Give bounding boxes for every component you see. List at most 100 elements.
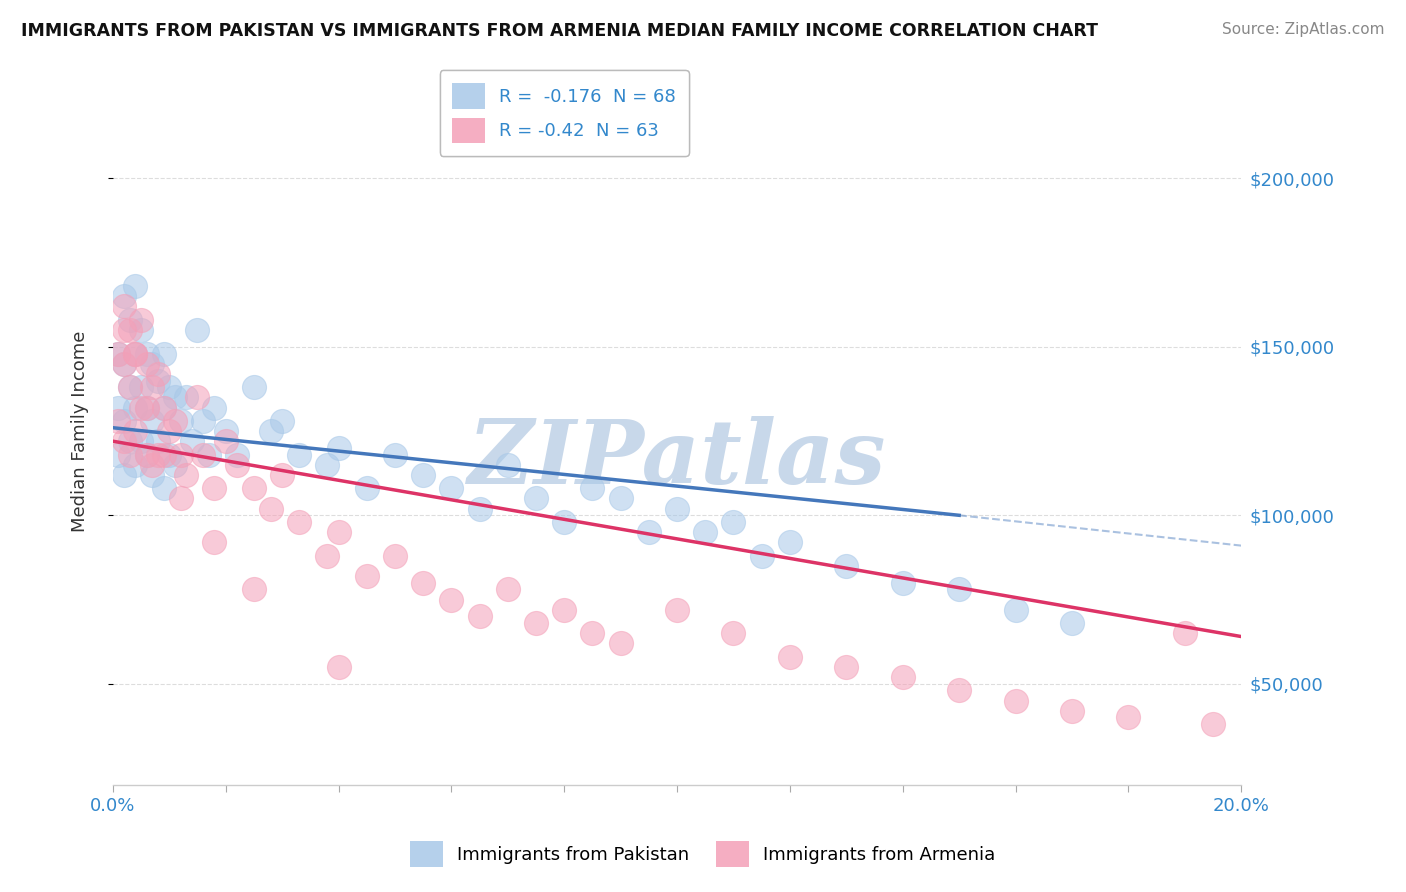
Point (891, 575, 914, 590)
Point (835, 660, 858, 674)
Point (1004, 602, 1026, 616)
Point (146, 374, 169, 388)
Point (129, 434, 152, 449)
Point (260, 424, 283, 438)
Point (328, 441, 350, 455)
Point (1118, 710, 1140, 724)
Point (215, 434, 238, 449)
Point (723, 515, 745, 529)
Point (948, 582, 970, 597)
Point (180, 434, 202, 449)
Point (107, 448, 129, 462)
Point (174, 467, 197, 482)
Point (107, 346, 129, 360)
Point (112, 414, 135, 428)
Point (191, 448, 214, 462)
Point (891, 670, 914, 684)
Point (169, 491, 191, 506)
Point (169, 448, 191, 462)
Point (141, 380, 163, 394)
Point (118, 380, 141, 394)
Point (581, 481, 603, 495)
Point (163, 414, 186, 428)
Point (152, 448, 174, 462)
Point (107, 346, 129, 360)
Point (440, 592, 463, 607)
Point (112, 300, 135, 314)
Text: Source: ZipAtlas.com: Source: ZipAtlas.com (1222, 22, 1385, 37)
Point (496, 582, 519, 597)
Point (468, 609, 491, 624)
Point (157, 448, 180, 462)
Point (524, 616, 547, 631)
Point (124, 401, 146, 415)
Point (412, 575, 434, 590)
Point (129, 380, 152, 394)
Point (141, 414, 163, 428)
Point (112, 289, 135, 303)
Point (1060, 616, 1083, 631)
Point (609, 491, 631, 506)
Point (1060, 704, 1083, 718)
Point (124, 279, 146, 293)
Point (835, 558, 858, 573)
Point (124, 346, 146, 360)
Point (112, 434, 135, 449)
Point (723, 626, 745, 640)
Point (107, 414, 129, 428)
Point (146, 434, 169, 449)
Point (112, 323, 135, 337)
Point (202, 401, 225, 415)
Legend: R =  -0.176  N = 68, R = -0.42  N = 63: R = -0.176 N = 68, R = -0.42 N = 63 (440, 70, 689, 156)
Point (157, 424, 180, 438)
Point (163, 458, 186, 472)
Point (609, 636, 631, 650)
Point (124, 458, 146, 472)
Point (124, 346, 146, 360)
Legend: Immigrants from Pakistan, Immigrants from Armenia: Immigrants from Pakistan, Immigrants fro… (404, 834, 1002, 874)
Point (129, 323, 152, 337)
Point (271, 467, 294, 482)
Point (243, 582, 266, 597)
Point (356, 569, 378, 583)
Point (524, 491, 547, 506)
Point (169, 414, 191, 428)
Point (141, 458, 163, 472)
Point (288, 515, 311, 529)
Point (779, 535, 801, 549)
Point (412, 467, 434, 482)
Point (152, 481, 174, 495)
Point (118, 434, 141, 449)
Point (356, 481, 378, 495)
Text: IMMIGRANTS FROM PAKISTAN VS IMMIGRANTS FROM ARMENIA MEDIAN FAMILY INCOME CORRELA: IMMIGRANTS FROM PAKISTAN VS IMMIGRANTS F… (21, 22, 1098, 40)
Point (948, 683, 970, 698)
Point (384, 549, 406, 563)
Point (1174, 626, 1197, 640)
Point (118, 448, 141, 462)
Point (202, 535, 225, 549)
Point (118, 380, 141, 394)
Point (328, 525, 350, 540)
Point (118, 313, 141, 327)
Point (112, 357, 135, 371)
Point (316, 549, 339, 563)
Point (637, 525, 659, 540)
Point (152, 401, 174, 415)
Point (112, 467, 135, 482)
Point (1202, 717, 1225, 731)
Point (553, 602, 575, 616)
Point (129, 313, 152, 327)
Point (141, 467, 163, 482)
Point (163, 391, 186, 405)
Point (135, 357, 157, 371)
Point (174, 391, 197, 405)
Point (112, 357, 135, 371)
Point (666, 501, 689, 516)
Text: ZIPatlas: ZIPatlas (468, 417, 886, 502)
Point (288, 448, 311, 462)
Point (328, 660, 350, 674)
Point (146, 367, 169, 381)
Point (124, 346, 146, 360)
Point (226, 448, 249, 462)
Point (152, 346, 174, 360)
